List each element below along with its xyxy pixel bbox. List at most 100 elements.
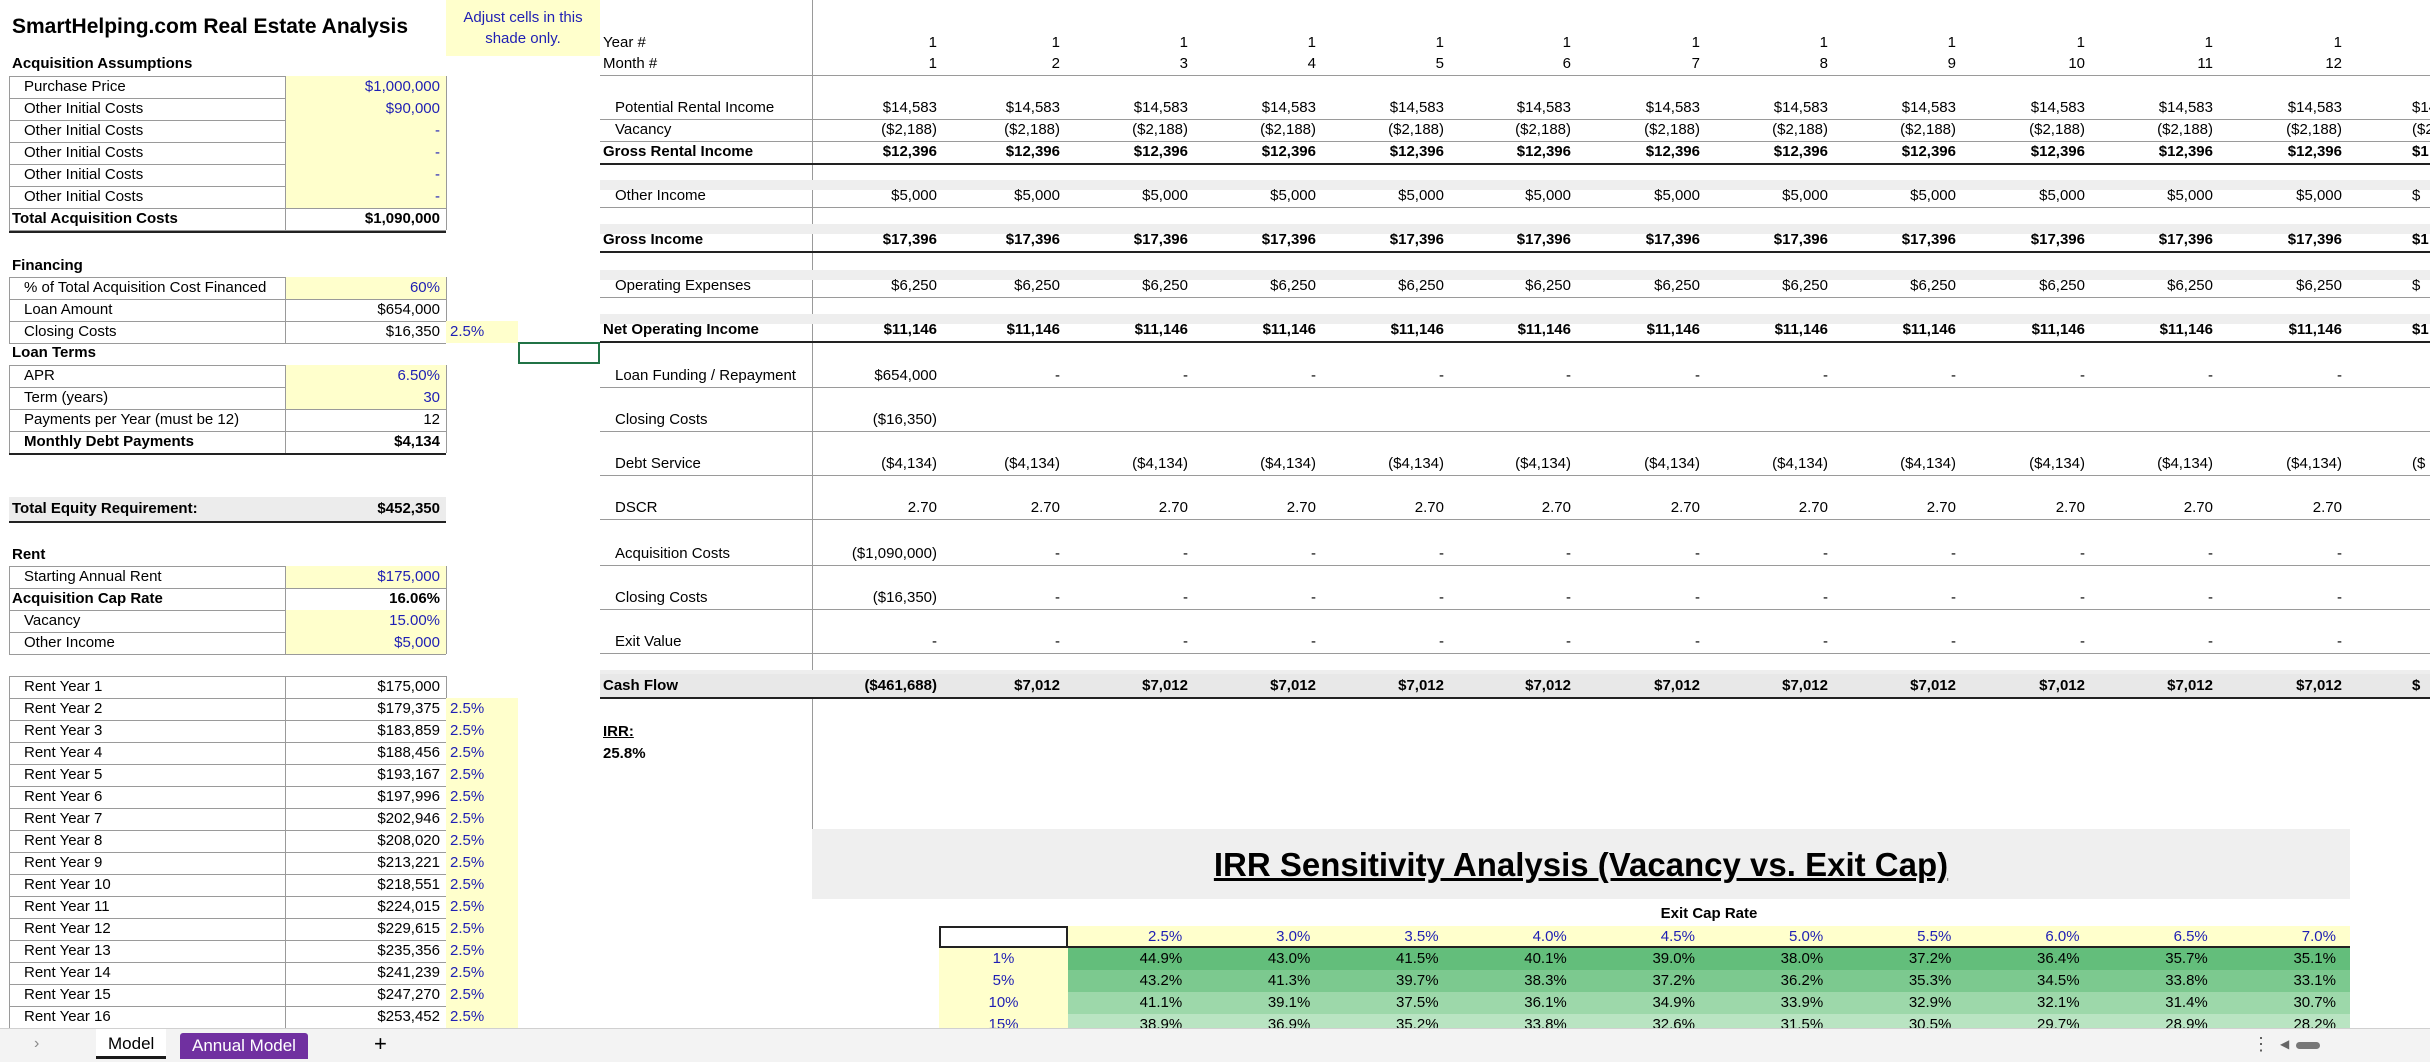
model-cell: - [1566, 633, 1571, 650]
row-value[interactable]: - [435, 122, 440, 139]
input-cell-bg[interactable] [285, 142, 446, 164]
row-value[interactable]: $90,000 [385, 100, 440, 117]
row-value: $235,356 [377, 942, 440, 959]
row-value[interactable]: - [435, 166, 440, 183]
input-cell-bg[interactable] [285, 566, 446, 588]
growth-value[interactable]: 2.5% [450, 744, 485, 761]
model-cell: $654,000 [874, 367, 937, 384]
scroll-left-icon[interactable]: ◀ [2280, 1037, 2290, 1051]
input-cell-bg[interactable] [285, 365, 446, 387]
growth-value[interactable]: 2.5% [450, 986, 485, 1003]
growth-value[interactable]: 2.5% [450, 964, 485, 981]
exit-cap-col[interactable]: 3.5% [1404, 928, 1439, 945]
sensitivity-cell: 35.1% [2221, 948, 2350, 971]
vacancy-row-label[interactable]: 5% [992, 972, 1015, 989]
row-value: $253,452 [377, 1008, 440, 1025]
growth-cell[interactable] [446, 808, 518, 830]
exit-cap-col[interactable]: 6.5% [2173, 928, 2208, 945]
input-cell-bg[interactable] [285, 164, 446, 186]
exit-cap-col[interactable]: 6.0% [2045, 928, 2080, 945]
growth-value[interactable]: 2.5% [450, 876, 485, 893]
model-cell: ($4,134) [1900, 455, 1956, 472]
exit-cap-col[interactable]: 2.5% [1147, 928, 1183, 945]
more-options-icon[interactable]: ⋮ [2252, 1034, 2270, 1054]
row-value[interactable]: $5,000 [394, 634, 440, 651]
row-value[interactable]: - [435, 188, 440, 205]
row-value[interactable]: 15.00% [389, 612, 440, 629]
col-header-bg[interactable] [1068, 926, 2350, 948]
vacancy-row-label[interactable]: 1% [992, 950, 1015, 967]
spreadsheet-grid[interactable]: SmartHelping.com Real Estate Analysis Ad… [0, 0, 2430, 1028]
row-divider [9, 208, 446, 209]
input-cell-bg[interactable] [285, 610, 446, 632]
growth-cell[interactable] [446, 874, 518, 896]
row-value[interactable]: 6.50% [397, 367, 440, 384]
growth-value[interactable]: 2.5% [450, 700, 485, 717]
note-cell[interactable] [446, 0, 600, 56]
growth-cell[interactable] [446, 764, 518, 786]
col-divider [9, 409, 10, 431]
row-value: $16,350 [385, 323, 440, 340]
growth-cell[interactable] [446, 830, 518, 852]
growth-cell[interactable] [446, 742, 518, 764]
input-cell-bg[interactable] [285, 76, 446, 98]
input-cell-bg[interactable] [285, 186, 446, 208]
horizontal-scrollbar-thumb[interactable] [2296, 1042, 2320, 1049]
exit-cap-col[interactable]: 5.5% [1917, 928, 1952, 945]
model-cell: $12,396 [882, 143, 937, 160]
input-cell-bg[interactable] [285, 98, 446, 120]
growth-value[interactable]: 2.5% [450, 942, 485, 959]
growth-value[interactable]: 2.5% [450, 854, 485, 871]
vacancy-cell-bg[interactable] [939, 992, 1068, 1014]
growth-value[interactable]: 2.5% [450, 722, 485, 739]
model-cell: $17,396 [2030, 231, 2085, 248]
row-divider [600, 207, 2430, 208]
exit-cap-col[interactable]: 4.5% [1660, 928, 1695, 945]
model-cell: 2.70 [1414, 499, 1444, 516]
vacancy-cell-bg[interactable] [939, 948, 1068, 970]
exit-cap-col[interactable]: 4.0% [1532, 928, 1567, 945]
row-value[interactable]: - [435, 144, 440, 161]
growth-cell[interactable] [446, 698, 518, 720]
exit-cap-col[interactable]: 7.0% [2301, 928, 2336, 945]
exit-cap-col[interactable]: 3.0% [1276, 928, 1311, 945]
row-divider [600, 163, 2430, 165]
growth-cell[interactable] [446, 984, 518, 1006]
add-sheet-button[interactable]: + [374, 1031, 387, 1056]
input-cell-bg[interactable] [285, 277, 446, 299]
row-value[interactable]: $175,000 [377, 568, 440, 585]
growth-value[interactable]: 2.5% [450, 898, 485, 915]
growth-cell[interactable] [446, 962, 518, 984]
growth-value[interactable]: 2.5% [450, 920, 485, 937]
growth-value[interactable]: 2.5% [450, 766, 485, 783]
growth-value[interactable]: 2.5% [450, 1008, 485, 1025]
row-value[interactable]: 60% [409, 279, 440, 296]
closing-pct-cell[interactable] [446, 321, 518, 343]
vacancy-cell-bg[interactable] [939, 1014, 1068, 1028]
closing-pct-value[interactable]: 2.5% [450, 323, 485, 340]
model-cell: - [1566, 545, 1571, 562]
vacancy-row-label[interactable]: 15% [988, 1016, 1019, 1028]
vacancy-cell-bg[interactable] [939, 970, 1068, 992]
growth-cell[interactable] [446, 896, 518, 918]
growth-value[interactable]: 2.5% [450, 788, 485, 805]
row-value[interactable]: 30 [423, 389, 440, 406]
exit-cap-col[interactable]: 5.0% [1788, 928, 1824, 945]
growth-value[interactable]: 2.5% [450, 832, 485, 849]
tab-annual-model[interactable]: Annual Model [180, 1033, 308, 1059]
growth-cell[interactable] [446, 1006, 518, 1028]
growth-cell[interactable] [446, 786, 518, 808]
growth-cell[interactable] [446, 852, 518, 874]
row-value[interactable]: $1,000,000 [364, 78, 440, 95]
input-cell-bg[interactable] [285, 387, 446, 409]
growth-value[interactable]: 2.5% [450, 810, 485, 827]
growth-cell[interactable] [446, 918, 518, 940]
growth-cell[interactable] [446, 720, 518, 742]
input-cell-bg[interactable] [285, 120, 446, 142]
tab-nav-button[interactable]: › [34, 1035, 40, 1052]
tab-model[interactable]: Model [96, 1029, 167, 1059]
vacancy-row-label[interactable]: 10% [988, 994, 1019, 1011]
growth-cell[interactable] [446, 940, 518, 962]
input-cell-bg[interactable] [285, 632, 446, 654]
selected-cell[interactable] [518, 342, 600, 364]
